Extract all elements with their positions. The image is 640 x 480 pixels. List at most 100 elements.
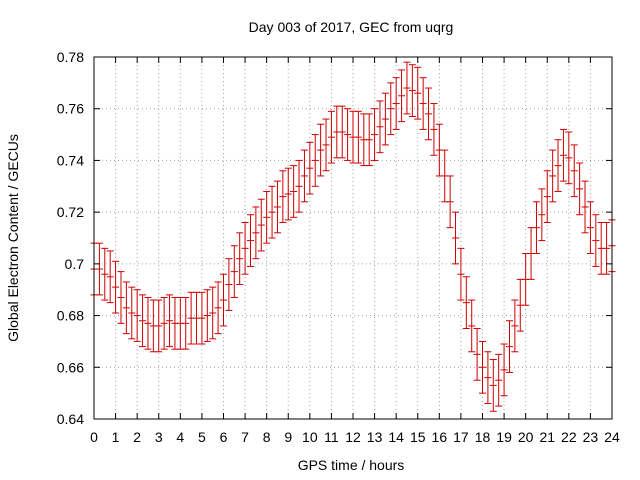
error-bar-point — [311, 134, 319, 187]
error-bar-point — [295, 159, 303, 213]
x-tick-label: 22 — [561, 429, 577, 445]
error-bar-point — [543, 170, 551, 223]
x-tick-label: 9 — [284, 429, 292, 445]
error-bar-point — [430, 103, 438, 156]
error-bar-point — [257, 198, 265, 252]
y-tick-label: 0.74 — [57, 152, 84, 168]
error-bars — [90, 61, 616, 412]
x-tick-label: 19 — [496, 429, 512, 445]
error-bar-point — [468, 299, 476, 353]
error-bar-point — [117, 271, 125, 324]
x-tick-label: 17 — [453, 429, 469, 445]
error-bar-point — [500, 343, 508, 397]
tick-labels: 0 1 2 3 4 5 6 7 8 9 10 11 12 13 14 15 16 17 18 19 20 21 22 23 24… — [57, 49, 620, 445]
error-bar-point — [230, 245, 238, 298]
x-tick-label: 20 — [518, 429, 534, 445]
error-bar-point — [290, 165, 298, 218]
x-axis-label: GPS time / hours — [298, 457, 405, 473]
error-bar-point — [592, 214, 600, 267]
error-bar-point — [479, 340, 486, 394]
x-tick-label: 12 — [345, 429, 361, 445]
error-bar-point — [387, 82, 395, 136]
x-tick-label: 5 — [198, 429, 206, 445]
y-tick-label: 0.64 — [57, 411, 84, 427]
error-bar-point — [446, 175, 454, 229]
error-bar-point — [586, 201, 594, 255]
error-bar-point — [209, 286, 217, 340]
error-bar-point — [279, 170, 287, 223]
error-bar-point — [511, 299, 519, 353]
error-bar-point — [452, 211, 460, 265]
error-bar-point — [505, 320, 513, 373]
axis-ticks — [93, 56, 613, 420]
chart-title: Day 003 of 2017, GEC from uqrg — [249, 19, 454, 35]
y-tick-label: 0.7 — [65, 256, 85, 272]
error-bar-point — [559, 128, 567, 182]
error-bar-point — [484, 351, 492, 404]
error-bar-point — [268, 185, 276, 239]
x-tick-label: 8 — [263, 429, 271, 445]
error-bar-point — [549, 149, 557, 203]
error-bar-point — [182, 296, 190, 350]
x-tick-label: 2 — [133, 429, 141, 445]
x-tick-label: 14 — [388, 429, 404, 445]
x-tick-label: 1 — [112, 429, 120, 445]
error-bar-point — [252, 206, 260, 260]
error-bar-point — [284, 167, 292, 221]
error-bar-point — [371, 108, 379, 161]
error-bar-point — [419, 77, 427, 130]
error-bar-point — [489, 359, 497, 412]
error-bar-point — [414, 66, 422, 120]
error-bar-point — [144, 296, 152, 350]
error-bar-point — [538, 188, 546, 242]
error-bar-point — [603, 221, 611, 275]
error-bar-point — [220, 273, 227, 327]
error-bar-point — [344, 108, 352, 161]
error-bar-point — [112, 260, 120, 314]
x-tick-label: 13 — [367, 429, 383, 445]
error-bar-point — [398, 69, 406, 123]
x-tick-label: 4 — [176, 429, 184, 445]
error-bar-point — [327, 110, 335, 164]
error-bar-point — [462, 276, 470, 329]
error-bar-point — [214, 281, 222, 335]
error-bar-point — [381, 92, 389, 146]
error-bar-point — [532, 201, 540, 255]
y-tick-label: 0.66 — [57, 359, 84, 375]
error-bar-point — [565, 131, 573, 185]
error-bar-point — [306, 141, 314, 195]
error-bar-point — [198, 291, 206, 345]
error-bar-point — [246, 214, 254, 267]
x-tick-label: 10 — [302, 429, 318, 445]
error-bar-point — [263, 190, 271, 244]
x-tick-label: 16 — [432, 429, 448, 445]
y-tick-label: 0.76 — [57, 101, 84, 117]
error-bar-point — [408, 64, 416, 117]
y-tick-label: 0.72 — [57, 204, 84, 220]
error-bar-point — [139, 294, 147, 348]
error-bar-point — [457, 247, 465, 301]
error-bar-point — [101, 247, 109, 301]
x-tick-label: 0 — [90, 429, 98, 445]
error-bar-point — [128, 286, 136, 340]
error-bar-point — [236, 232, 244, 286]
x-tick-label: 18 — [475, 429, 491, 445]
error-bar-point — [322, 118, 330, 172]
x-tick-label: 11 — [324, 429, 339, 445]
x-tick-label: 6 — [220, 429, 228, 445]
error-bar-point — [473, 328, 481, 381]
error-bar-point — [581, 180, 589, 234]
error-bar-point — [133, 289, 141, 342]
error-bar-point — [354, 110, 362, 164]
x-tick-label: 15 — [410, 429, 426, 445]
y-tick-label: 0.78 — [57, 49, 84, 65]
error-bar-point — [95, 242, 103, 296]
x-tick-label: 3 — [155, 429, 163, 445]
error-bar-point — [376, 100, 384, 154]
error-bar-point — [155, 299, 163, 353]
error-bar-point — [273, 180, 281, 234]
error-bar-point — [365, 113, 373, 167]
error-bar-point — [554, 139, 562, 192]
y-tick-label: 0.68 — [57, 308, 84, 324]
